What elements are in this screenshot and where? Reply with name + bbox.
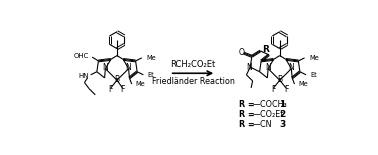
Text: Me: Me bbox=[298, 81, 308, 87]
Text: O: O bbox=[239, 48, 245, 57]
Text: F: F bbox=[284, 85, 288, 94]
Text: F: F bbox=[120, 85, 125, 94]
Text: Me: Me bbox=[309, 55, 319, 61]
Text: F: F bbox=[108, 85, 113, 94]
Text: R: R bbox=[262, 45, 269, 54]
Text: B: B bbox=[277, 75, 282, 84]
Text: Friedländer Reaction: Friedländer Reaction bbox=[152, 77, 234, 86]
Text: HN: HN bbox=[79, 73, 89, 79]
Text: 3: 3 bbox=[279, 120, 285, 129]
Text: Et: Et bbox=[310, 72, 317, 78]
Text: Me: Me bbox=[146, 55, 156, 61]
Text: —CN: —CN bbox=[253, 120, 272, 129]
Text: B: B bbox=[115, 75, 119, 84]
Text: R =: R = bbox=[239, 110, 257, 119]
Text: N: N bbox=[247, 63, 253, 72]
Text: Et: Et bbox=[147, 72, 154, 78]
Text: —CO₂Et: —CO₂Et bbox=[253, 110, 284, 119]
Text: 1: 1 bbox=[279, 100, 285, 108]
Text: F: F bbox=[271, 85, 276, 94]
Text: R =: R = bbox=[239, 100, 257, 108]
Text: N: N bbox=[126, 63, 132, 72]
Text: —COCH₃: —COCH₃ bbox=[253, 100, 287, 108]
Text: 2: 2 bbox=[279, 110, 285, 119]
Text: N: N bbox=[288, 63, 294, 72]
Text: N: N bbox=[102, 63, 108, 72]
Text: N: N bbox=[265, 63, 271, 72]
Text: RCH₂CO₂Et: RCH₂CO₂Et bbox=[170, 60, 215, 69]
Text: R =: R = bbox=[239, 120, 257, 129]
Text: Me: Me bbox=[136, 81, 146, 87]
Text: OHC: OHC bbox=[74, 53, 89, 59]
